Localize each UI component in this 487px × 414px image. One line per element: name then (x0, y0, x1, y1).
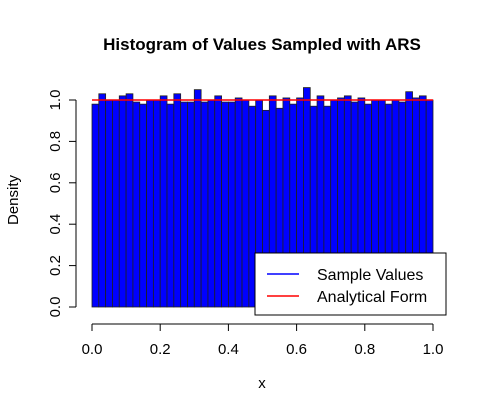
histogram-bar (147, 100, 154, 307)
histogram-bar (160, 96, 167, 307)
histogram-bar (133, 102, 140, 307)
x-axis-label: x (258, 375, 266, 392)
y-tick-label: 0.4 (47, 214, 64, 235)
y-tick-label: 0.8 (47, 131, 64, 152)
y-tick-label: 0.0 (47, 297, 64, 318)
histogram-bar (174, 94, 181, 307)
y-tick-label: 0.2 (47, 255, 64, 276)
histogram-bar (140, 104, 147, 307)
x-tick-label: 1.0 (423, 341, 444, 358)
y-axis-label: Density (5, 174, 22, 225)
x-tick-label: 0.4 (218, 341, 239, 358)
histogram-bar (92, 104, 99, 307)
x-axis: 0.0 0.2 0.4 0.6 0.8 1.0 (82, 324, 444, 358)
histogram-bar (201, 102, 208, 307)
histogram-bar (222, 102, 229, 307)
histogram-bar (208, 100, 215, 307)
histogram-bar (99, 94, 106, 307)
y-tick-label: 1.0 (47, 90, 64, 111)
x-tick-label: 0.8 (354, 341, 375, 358)
x-tick-label: 0.6 (286, 341, 307, 358)
histogram-bar (228, 102, 235, 307)
histogram-bar (181, 102, 188, 307)
histogram-bar (106, 100, 113, 307)
legend: Sample Values Analytical Form (255, 253, 446, 315)
y-axis: 0.0 0.2 0.4 0.6 0.8 1.0 (47, 90, 76, 318)
histogram-bar (167, 104, 174, 307)
x-tick-label: 0.0 (82, 341, 103, 358)
x-tick-label: 0.2 (150, 341, 171, 358)
histogram-bar (126, 94, 133, 307)
chart-title: Histogram of Values Sampled with ARS (103, 35, 421, 54)
histogram-bar (187, 102, 194, 307)
y-tick-label: 0.6 (47, 172, 64, 193)
legend-label: Sample Values (317, 267, 423, 284)
histogram-bar (242, 100, 249, 307)
histogram-bar (112, 100, 119, 307)
histogram-bar (119, 96, 126, 307)
legend-label: Analytical Form (317, 289, 427, 306)
histogram-bar (194, 90, 201, 307)
histogram-bar (215, 96, 222, 307)
histogram-bar (153, 100, 160, 307)
histogram-bar (235, 98, 242, 307)
